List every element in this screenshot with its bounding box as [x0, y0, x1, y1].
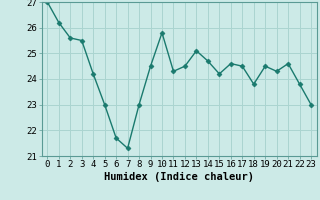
X-axis label: Humidex (Indice chaleur): Humidex (Indice chaleur)	[104, 172, 254, 182]
